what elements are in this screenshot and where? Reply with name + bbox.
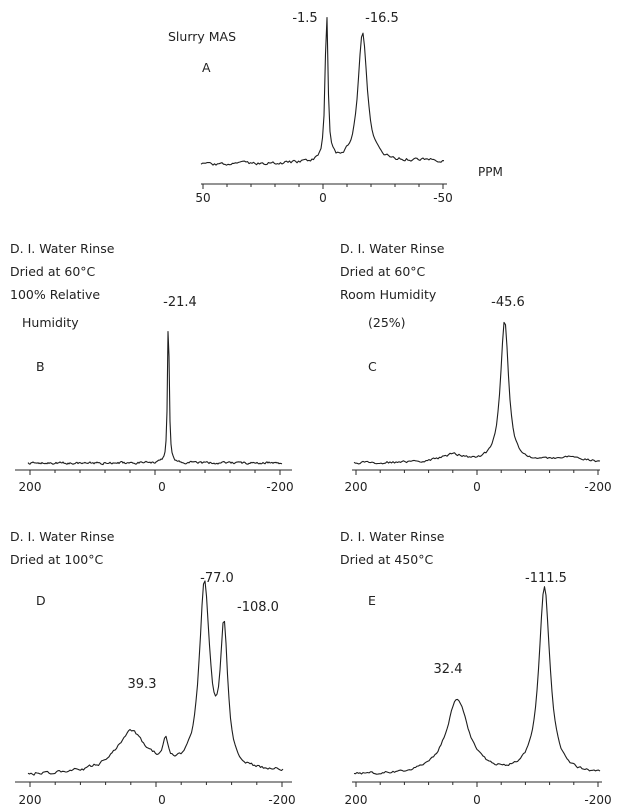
panel-b-spectrum-line bbox=[27, 331, 283, 466]
panel-c-tick-label-right: -200 bbox=[584, 480, 611, 494]
panel-b-tick-label-mid: 0 bbox=[158, 480, 166, 494]
panel-e-spectrum-line bbox=[353, 586, 601, 775]
panel-b-minor-ticks bbox=[29, 470, 281, 475]
panel-d-minor-ticks bbox=[29, 782, 283, 787]
panel-d-tick-label-right: -200 bbox=[268, 793, 295, 807]
panel-b: D. I. Water Rinse Dried at 60°C 100% Rel… bbox=[10, 241, 294, 494]
panel-a-peak-label-1: -1.5 bbox=[292, 11, 317, 26]
panel-c-spectrum-line bbox=[353, 321, 601, 465]
panel-c-note-4: (25%) bbox=[368, 315, 406, 330]
panel-e-note-2: Dried at 450°C bbox=[340, 552, 433, 567]
panel-d-peak-label-3: -108.0 bbox=[237, 600, 279, 615]
panel-d-tick-label-left: 200 bbox=[19, 793, 42, 807]
panel-c-letter: C bbox=[368, 359, 377, 374]
panel-c-minor-ticks bbox=[355, 470, 599, 475]
panel-e-note-1: D. I. Water Rinse bbox=[340, 529, 445, 544]
panel-a-spectrum-line bbox=[200, 17, 445, 166]
panel-b-note-3: 100% Relative bbox=[10, 287, 100, 302]
panel-b-note-1: D. I. Water Rinse bbox=[10, 241, 115, 256]
panel-b-letter: B bbox=[36, 359, 45, 374]
panel-d: D. I. Water Rinse Dried at 100°C D 200 0… bbox=[10, 529, 296, 807]
panel-e: D. I. Water Rinse Dried at 450°C E 200 0… bbox=[340, 529, 612, 807]
panel-d-peak-label-2: -77.0 bbox=[200, 571, 234, 586]
panel-c-peak-label: -45.6 bbox=[491, 295, 525, 310]
panel-a-tick-label-right: -50 bbox=[433, 191, 453, 205]
panel-e-tick-label-left: 200 bbox=[345, 793, 368, 807]
panel-a-tick-label-left: 50 bbox=[195, 191, 210, 205]
panel-e-peak-label-1: 32.4 bbox=[434, 662, 463, 677]
panel-b-note-4: Humidity bbox=[22, 315, 79, 330]
panel-e-minor-ticks bbox=[355, 782, 599, 787]
panel-d-tick-label-mid: 0 bbox=[158, 793, 166, 807]
panel-b-note-2: Dried at 60°C bbox=[10, 264, 96, 279]
panel-e-letter: E bbox=[368, 593, 376, 608]
panel-b-tick-label-right: -200 bbox=[266, 480, 293, 494]
panel-e-tick-label-right: -200 bbox=[584, 793, 611, 807]
panel-c: D. I. Water Rinse Dried at 60°C Room Hum… bbox=[340, 241, 612, 494]
panel-c-note-3: Room Humidity bbox=[340, 287, 437, 302]
panel-b-tick-label-left: 200 bbox=[19, 480, 42, 494]
panel-a-note-1: Slurry MAS bbox=[168, 29, 236, 44]
panel-a-axis-unit: PPM bbox=[478, 165, 503, 179]
panel-a-minor-ticks bbox=[202, 184, 444, 189]
panel-d-spectrum-line bbox=[27, 580, 284, 776]
panel-d-note-2: Dried at 100°C bbox=[10, 552, 103, 567]
panel-c-tick-label-left: 200 bbox=[345, 480, 368, 494]
panel-b-peak-label: -21.4 bbox=[163, 295, 197, 310]
panel-c-note-2: Dried at 60°C bbox=[340, 264, 426, 279]
panel-a: Slurry MAS A 50 0 -50 PPM -1.5 -16.5 bbox=[168, 11, 503, 205]
panel-d-letter: D bbox=[36, 593, 46, 608]
panel-d-note-1: D. I. Water Rinse bbox=[10, 529, 115, 544]
panel-d-peak-label-1: 39.3 bbox=[128, 677, 157, 692]
panel-e-tick-label-mid: 0 bbox=[473, 793, 481, 807]
panel-c-tick-label-mid: 0 bbox=[473, 480, 481, 494]
panel-c-note-1: D. I. Water Rinse bbox=[340, 241, 445, 256]
panel-a-letter: A bbox=[202, 60, 211, 75]
panel-a-tick-label-mid: 0 bbox=[319, 191, 327, 205]
panel-e-peak-label-2: -111.5 bbox=[525, 571, 567, 586]
panel-a-peak-label-2: -16.5 bbox=[365, 11, 399, 26]
